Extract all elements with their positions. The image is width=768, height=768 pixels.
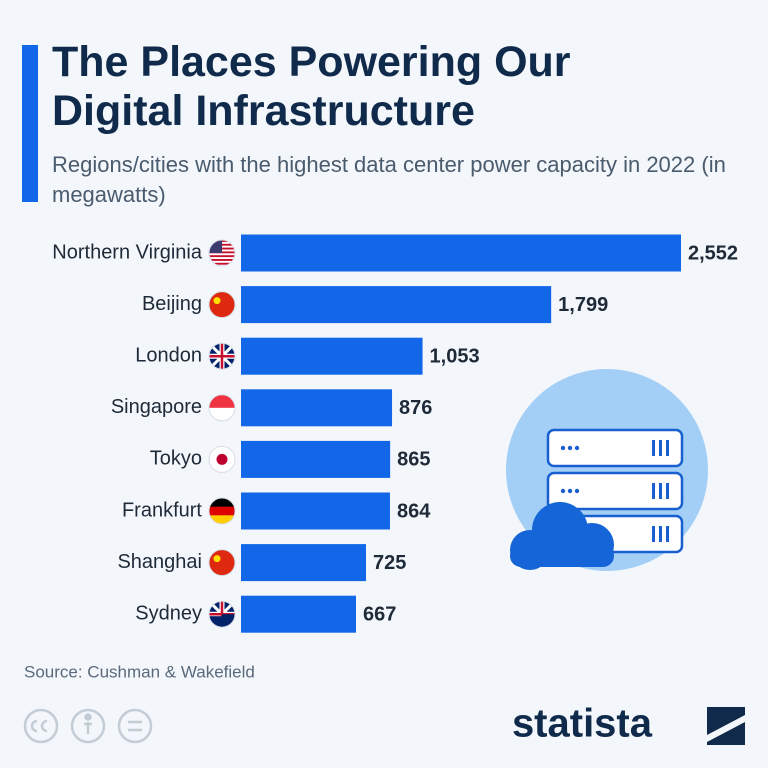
category-label: Northern Virginia [52, 241, 203, 263]
flag-icon [208, 600, 236, 628]
flag-body [209, 343, 235, 370]
bar [241, 492, 390, 530]
flag-ring [208, 239, 236, 267]
chart-title: The Places Powering Our Digital Infrastr… [52, 38, 571, 135]
value-label: 1,053 [430, 345, 480, 367]
accent-bar [22, 45, 38, 202]
category-label: London [135, 344, 202, 366]
chart-subtitle: Regions/cities with the highest data cen… [52, 152, 726, 207]
flag-band [209, 498, 235, 507]
license-icons [23, 708, 153, 744]
flag-body [209, 498, 235, 524]
value-label: 667 [363, 603, 396, 625]
brand: statista [512, 702, 653, 746]
flag-ring [208, 600, 236, 628]
flag-band [209, 515, 235, 524]
bar [241, 286, 552, 324]
flag-icon [208, 342, 236, 370]
value-label: 2,552 [688, 242, 738, 264]
flag-ring [208, 394, 236, 422]
flag-stripe [209, 259, 235, 261]
flag-ring [208, 497, 236, 525]
flag-icon [208, 549, 236, 577]
value-label: 1,799 [558, 294, 608, 316]
flag-disc [216, 453, 228, 465]
flag-icon [208, 445, 236, 473]
flag-cross [209, 343, 235, 370]
value-label: 725 [373, 552, 406, 574]
flag-ring [208, 445, 236, 473]
flag-star [213, 555, 221, 563]
flag-stripe [209, 255, 235, 258]
flag-ring [208, 291, 236, 319]
flag-body [209, 549, 235, 576]
flag-body [209, 240, 235, 266]
bar [241, 234, 681, 272]
flag-icon [208, 291, 236, 319]
bar [241, 595, 356, 633]
flag-stripe [209, 262, 235, 265]
category-label: Beijing [142, 293, 202, 315]
flag-field [209, 616, 222, 628]
bar [241, 544, 366, 582]
flag-body [209, 394, 235, 421]
value-label: 865 [397, 449, 430, 471]
bar [241, 440, 391, 478]
value-label: 876 [399, 397, 432, 419]
flag-icon [208, 394, 236, 422]
flag-icon [208, 239, 236, 267]
bar [241, 337, 423, 375]
flag-star [213, 297, 221, 305]
category-label: Singapore [111, 396, 202, 418]
value-label: 864 [397, 500, 431, 522]
flag-ring [208, 342, 236, 370]
source: Source: Cushman & Wakefield [24, 662, 255, 681]
illustration [506, 369, 708, 571]
flag-body [209, 601, 235, 628]
category-label: Frankfurt [122, 499, 202, 521]
category-label: Sydney [135, 602, 202, 624]
flag-icon [208, 497, 236, 525]
category-label: Shanghai [117, 551, 202, 573]
flag-body [209, 446, 235, 473]
category-label: Tokyo [150, 448, 202, 470]
brand-logo [707, 707, 745, 745]
bar [241, 389, 393, 427]
flag-band [209, 394, 235, 408]
flag-ring [208, 549, 236, 577]
flag-body [209, 291, 235, 318]
